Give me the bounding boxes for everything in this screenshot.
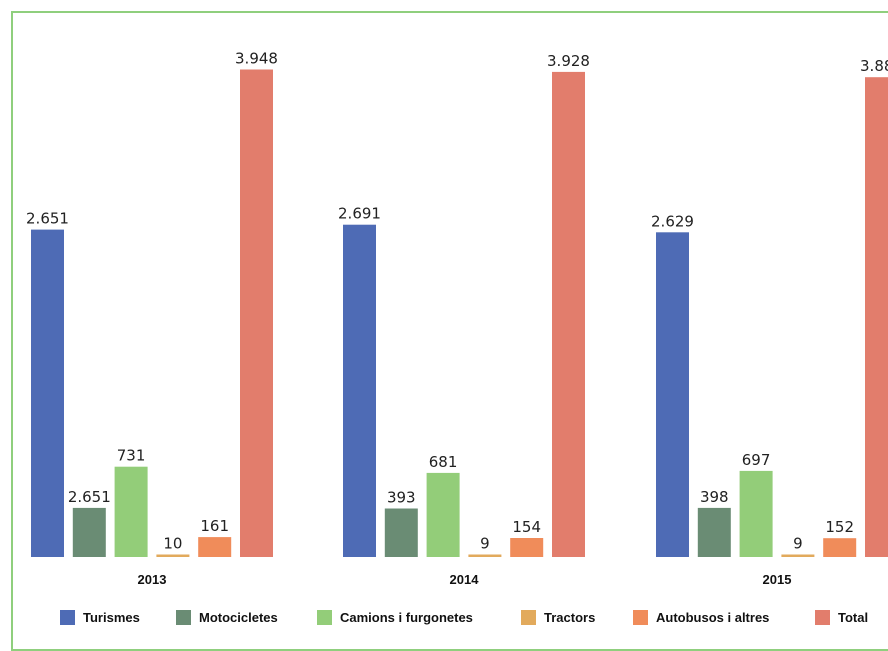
value-label-turismes-2014: 2.691 bbox=[338, 205, 381, 223]
bar-tractors-2014 bbox=[468, 554, 502, 557]
legend-label-tractors: Tractors bbox=[544, 610, 595, 625]
value-label-total-2014: 3.928 bbox=[547, 52, 590, 70]
value-label-autobusos-i-altres-2013: 161 bbox=[200, 517, 229, 535]
value-label-tractors-2014: 9 bbox=[480, 535, 490, 553]
bar-total-2014 bbox=[552, 71, 585, 558]
bar-camions-i-furgonetes-2013 bbox=[114, 466, 148, 557]
value-label-autobusos-i-altres-2014: 154 bbox=[512, 518, 541, 536]
bar-autobusos-i-altres-2013 bbox=[198, 537, 232, 557]
value-label-motocicletes-2013: 2.651 bbox=[68, 488, 111, 506]
legend-swatch-turismes bbox=[60, 610, 75, 625]
value-label-total-2015: 3.885 bbox=[860, 57, 888, 75]
bar-tractors-2013 bbox=[156, 554, 190, 557]
value-label-turismes-2013: 2.651 bbox=[26, 210, 69, 228]
value-label-camions-i-furgonetes-2014: 681 bbox=[429, 453, 458, 471]
bar-autobusos-i-altres-2014 bbox=[510, 538, 544, 557]
value-label-tractors-2013: 10 bbox=[163, 535, 182, 553]
category-label-2013: 2013 bbox=[138, 572, 167, 587]
bar-turismes-2015 bbox=[656, 232, 689, 558]
legend-swatch-tractors bbox=[521, 610, 536, 625]
bar-turismes-2013 bbox=[31, 229, 64, 557]
legend-swatch-total bbox=[815, 610, 830, 625]
legend-label-camions-i-furgonetes: Camions i furgonetes bbox=[340, 610, 473, 625]
legend-label-motocicletes: Motocicletes bbox=[199, 610, 278, 625]
legend-label-total: Total bbox=[838, 610, 868, 625]
value-label-total-2013: 3.948 bbox=[235, 50, 278, 68]
value-label-autobusos-i-altres-2015: 152 bbox=[825, 518, 854, 536]
bar-total-2013 bbox=[240, 69, 273, 557]
bar-turismes-2014 bbox=[343, 224, 376, 557]
bar-camions-i-furgonetes-2014 bbox=[426, 472, 460, 557]
bar-tractors-2015 bbox=[781, 554, 815, 557]
legend-swatch-motocicletes bbox=[176, 610, 191, 625]
value-label-camions-i-furgonetes-2013: 731 bbox=[117, 447, 146, 465]
value-label-motocicletes-2014: 393 bbox=[387, 489, 416, 507]
legend-label-autobusos-i-altres: Autobusos i altres bbox=[656, 610, 769, 625]
bar-camions-i-furgonetes-2015 bbox=[739, 470, 773, 557]
legend-swatch-autobusos-i-altres bbox=[633, 610, 648, 625]
bar-total-2015 bbox=[865, 77, 888, 557]
legend-swatch-camions-i-furgonetes bbox=[317, 610, 332, 625]
bar-motocicletes-2014 bbox=[384, 508, 418, 557]
category-label-2015: 2015 bbox=[763, 572, 792, 587]
value-label-camions-i-furgonetes-2015: 697 bbox=[742, 451, 771, 469]
value-label-turismes-2015: 2.629 bbox=[651, 212, 694, 230]
value-label-motocicletes-2015: 398 bbox=[700, 488, 729, 506]
bar-autobusos-i-altres-2015 bbox=[823, 538, 857, 557]
bar-motocicletes-2013 bbox=[72, 507, 106, 557]
legend-label-turismes: Turismes bbox=[83, 610, 140, 625]
category-label-2014: 2014 bbox=[450, 572, 480, 587]
bar-motocicletes-2015 bbox=[697, 507, 731, 557]
value-label-tractors-2015: 9 bbox=[793, 535, 803, 553]
